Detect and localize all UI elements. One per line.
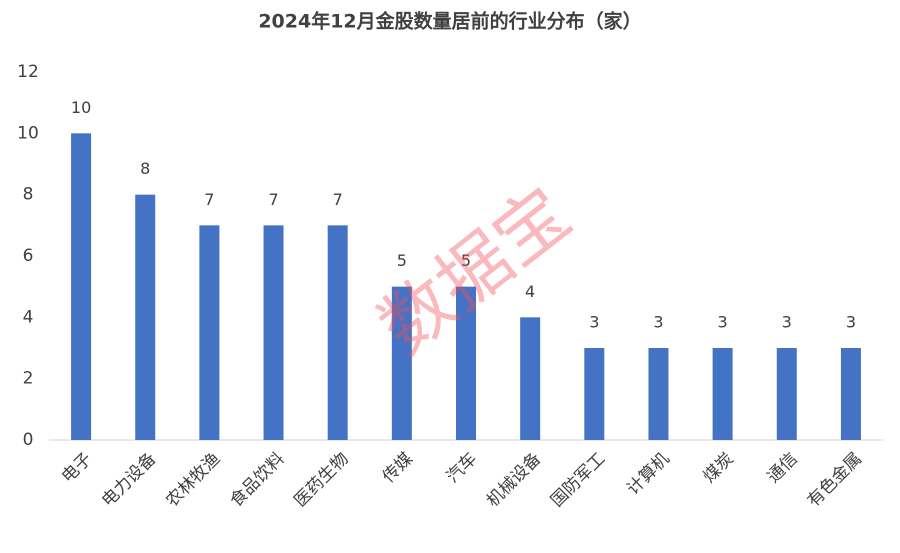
y-tick-label: 6 [23, 246, 34, 266]
bar [391, 286, 412, 440]
bar [199, 225, 220, 440]
bar [776, 348, 797, 440]
value-label: 5 [461, 251, 471, 270]
bar [327, 225, 348, 440]
bar [520, 317, 541, 440]
bar [71, 133, 92, 441]
bar [135, 194, 156, 440]
bar [263, 225, 284, 440]
value-label: 3 [782, 313, 792, 332]
bar [840, 348, 861, 440]
y-tick-label: 4 [23, 307, 34, 327]
bar [648, 348, 669, 440]
value-label: 3 [589, 313, 599, 332]
value-label: 7 [268, 190, 278, 209]
y-tick-label: 10 [17, 123, 39, 143]
bar [456, 286, 476, 440]
y-tick-label: 8 [23, 185, 34, 205]
y-tick-label: 0 [23, 430, 34, 450]
y-tick-label: 2 [23, 369, 34, 389]
bar [712, 348, 733, 440]
value-label: 7 [204, 190, 214, 209]
value-label: 3 [718, 313, 728, 332]
value-label: 10 [71, 98, 91, 117]
value-label: 3 [846, 313, 856, 332]
chart-title: 2024年12月金股数量居前的行业分布（家） [258, 10, 641, 33]
value-label: 3 [653, 313, 663, 332]
bar [584, 348, 605, 440]
value-label: 5 [397, 251, 407, 270]
value-label: 8 [140, 159, 150, 178]
value-label: 4 [525, 282, 535, 301]
y-tick-label: 12 [17, 62, 39, 82]
value-label: 7 [333, 190, 343, 209]
